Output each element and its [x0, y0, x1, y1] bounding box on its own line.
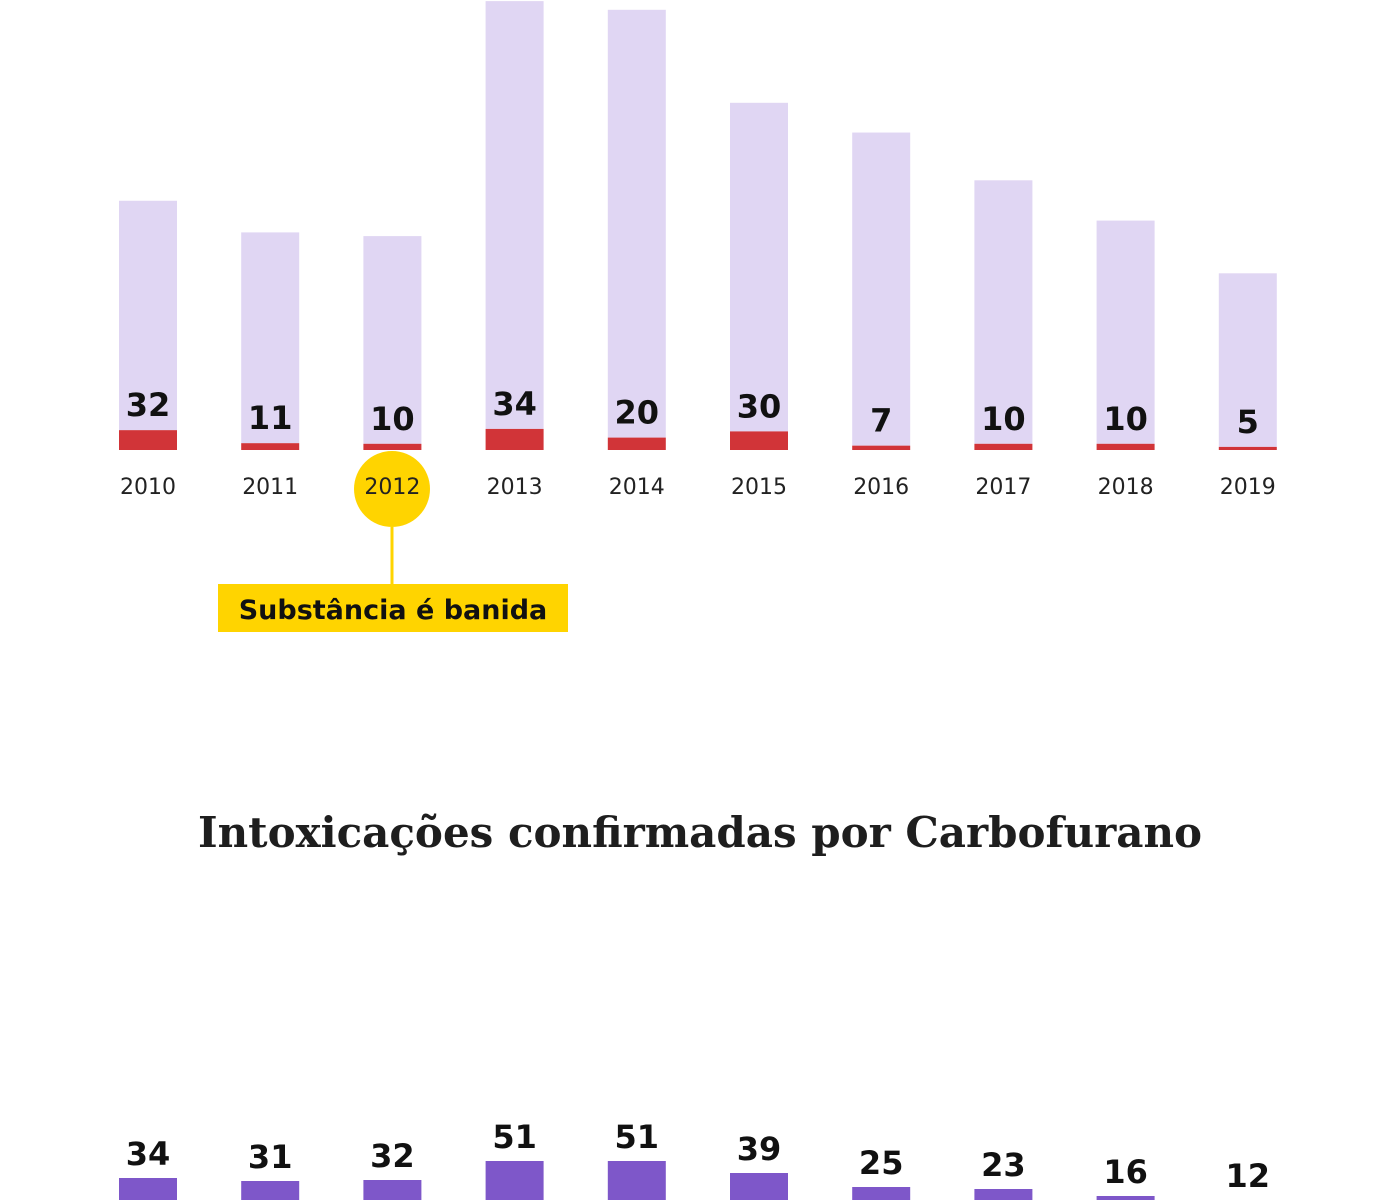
- ban-annotation-box: [218, 584, 568, 632]
- value-label-2013: 51: [492, 1118, 537, 1156]
- bar-2014: [607, 1161, 666, 1200]
- value-label-2013: 34: [492, 385, 537, 423]
- value-label-2010: 32: [126, 386, 171, 424]
- bar-2012: [363, 1180, 422, 1200]
- value-label-2018: 16: [1103, 1153, 1148, 1191]
- bar-highlight-2011: [241, 443, 300, 450]
- value-label-2018: 10: [1103, 400, 1148, 438]
- value-label-2011: 11: [248, 399, 293, 437]
- year-label-2018: 2018: [1098, 475, 1154, 500]
- bar-highlight-2017: [974, 443, 1033, 450]
- value-label-2019: 12: [1226, 1157, 1271, 1195]
- chart-top: 32 11 10 34 20 30 7 10 10 5 2010 2011 2013 2014 2015 2…: [119, 1, 1277, 632]
- bar-total-2016: [852, 132, 911, 446]
- bar-highlight-2012: [363, 443, 422, 450]
- ban-year-highlight: [354, 451, 430, 527]
- chart-bottom-bars: [119, 1161, 1155, 1200]
- chart-top-year-labels: 2010 2011 2013 2014 2015 2016 2017 2018 2019: [120, 475, 1276, 500]
- bar-highlight-2016: [852, 445, 911, 450]
- value-label-2017: 10: [981, 400, 1026, 438]
- value-label-2016: 25: [859, 1144, 904, 1182]
- year-label-2013: 2013: [487, 475, 543, 500]
- bar-total-2012: [363, 236, 422, 444]
- value-label-2015: 39: [737, 1130, 782, 1168]
- ban-annotation: Substância é banida 2012: [218, 451, 568, 632]
- chart-top-value-labels: 32 11 10 34 20 30 7 10 10 5: [126, 385, 1259, 441]
- value-label-2012: 32: [370, 1137, 415, 1175]
- year-label-2010: 2010: [120, 475, 176, 500]
- value-label-2014: 20: [615, 394, 660, 432]
- bar-highlight-2014: [607, 437, 666, 450]
- chart-top-bars: [119, 1, 1277, 450]
- bar-2018: [1096, 1196, 1155, 1200]
- bar-total-2011: [241, 232, 300, 444]
- year-label-2019: 2019: [1220, 475, 1276, 500]
- bar-2016: [852, 1187, 911, 1200]
- ban-annotation-text: Substância é banida: [239, 595, 548, 626]
- bar-highlight-2019: [1218, 446, 1277, 450]
- bar-highlight-2018: [1096, 443, 1155, 450]
- year-label-2017: 2017: [975, 475, 1031, 500]
- value-label-2019: 5: [1237, 403, 1259, 441]
- value-label-2015: 30: [737, 387, 782, 425]
- year-label-2012: 2012: [364, 475, 420, 500]
- chart-title: Intoxicações confirmadas por Carbofurano: [197, 808, 1203, 857]
- value-label-2017: 23: [981, 1146, 1026, 1184]
- year-label-2015: 2015: [731, 475, 787, 500]
- bar-total-2018: [1096, 220, 1155, 444]
- bar-2017: [974, 1189, 1033, 1200]
- bar-2015: [730, 1173, 788, 1200]
- bar-total-2014: [607, 9, 666, 438]
- value-label-2016: 7: [870, 402, 892, 440]
- bar-total-2017: [974, 180, 1033, 444]
- bar-total-2013: [485, 1, 544, 429]
- bar-total-2019: [1218, 273, 1277, 447]
- bar-highlight-2010: [119, 430, 177, 450]
- value-label-2010: 34: [126, 1135, 171, 1173]
- bar-2011: [241, 1181, 300, 1200]
- chart-bottom: 34 31 32 51 51 39 25 23 16 12: [119, 1118, 1270, 1200]
- value-label-2014: 51: [615, 1118, 660, 1156]
- year-label-2016: 2016: [853, 475, 909, 500]
- bar-highlight-2015: [730, 431, 788, 450]
- chart-bottom-value-labels: 34 31 32 51 51 39 25 23 16 12: [126, 1118, 1270, 1195]
- year-label-2011: 2011: [242, 475, 298, 500]
- bar-2010: [119, 1178, 177, 1200]
- bar-total-2010: [119, 200, 177, 431]
- bar-highlight-2013: [485, 428, 544, 450]
- bar-total-2015: [730, 102, 788, 432]
- value-label-2012: 10: [370, 400, 415, 438]
- year-label-2014: 2014: [609, 475, 665, 500]
- value-label-2011: 31: [248, 1138, 293, 1176]
- bar-2013: [485, 1161, 544, 1200]
